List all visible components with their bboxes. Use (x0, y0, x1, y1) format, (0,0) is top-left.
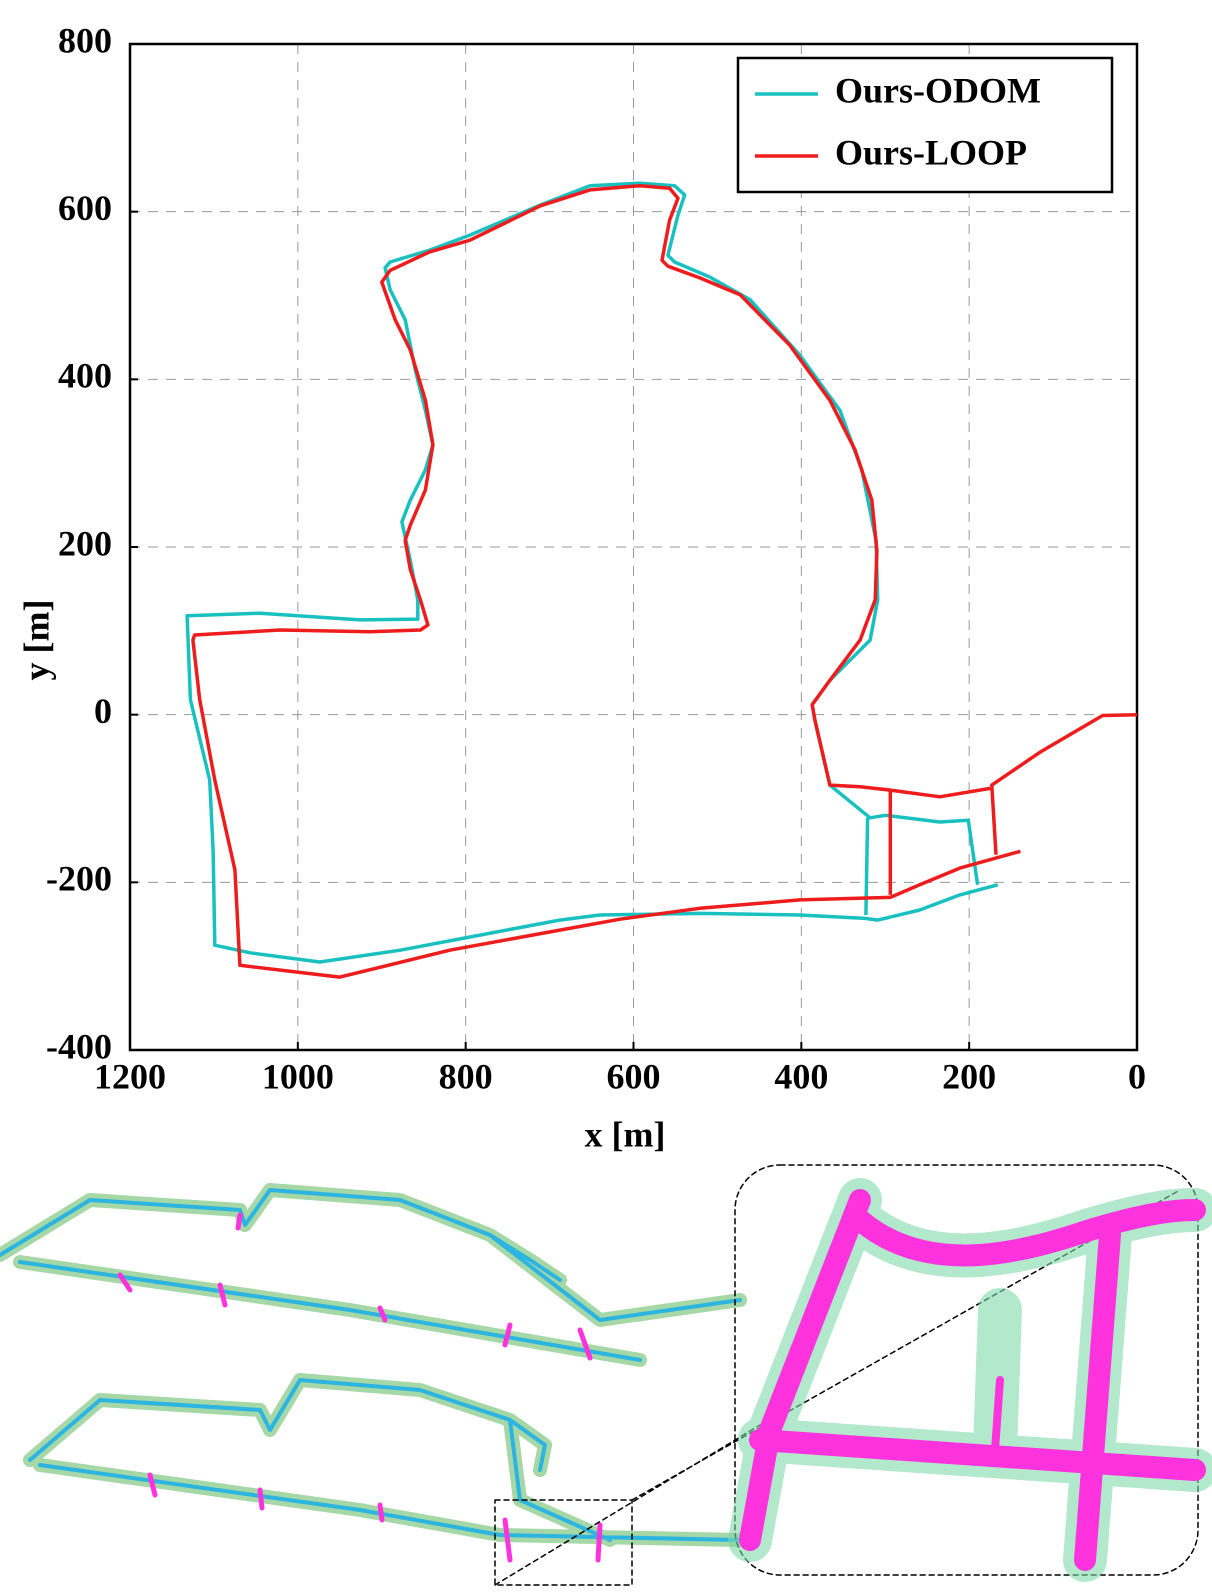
y-tick-label: -400 (46, 1026, 112, 1066)
legend: Ours-ODOM Ours-LOOP (736, 56, 1114, 194)
legend-label: Ours-ODOM (835, 70, 1041, 110)
legend-label: Ours-LOOP (835, 132, 1027, 172)
y-tick-label: 600 (58, 188, 112, 228)
x-tick-label: 0 (1128, 1056, 1146, 1096)
y-tick-label: 400 (58, 356, 112, 396)
zoom-inset (734, 1164, 1199, 1576)
cloud-map-bottom (23, 1373, 747, 1563)
x-tick-label: 1000 (262, 1056, 334, 1096)
legend-box (736, 56, 1114, 194)
zoom-region (494, 1499, 633, 1586)
y-axis-label: y [m] (16, 600, 56, 681)
x-tick-label: 400 (774, 1056, 828, 1096)
y-tick-label: 800 (58, 20, 112, 60)
x-axis-label: x [m] (585, 1114, 666, 1154)
x-tick-label: 800 (439, 1056, 493, 1096)
y-tick-label: -200 (46, 859, 112, 899)
cloud-map-top (0, 1183, 747, 1367)
trajectory-line (191, 183, 1138, 979)
point-cloud-illustration (0, 1164, 1212, 1586)
x-tick-label: 200 (942, 1056, 996, 1096)
plot: -400 -200 0 200 400 600 800 1200 1000 800 600 400 20… (46, 20, 1146, 1096)
y-tick-label: 0 (94, 691, 112, 731)
y-tick-label: 200 (58, 523, 112, 563)
x-tick-label: 1200 (94, 1056, 166, 1096)
plot-frame (128, 42, 1139, 1052)
zoom-inset-roads (728, 1178, 1212, 1582)
x-tick-label: 600 (607, 1056, 661, 1096)
